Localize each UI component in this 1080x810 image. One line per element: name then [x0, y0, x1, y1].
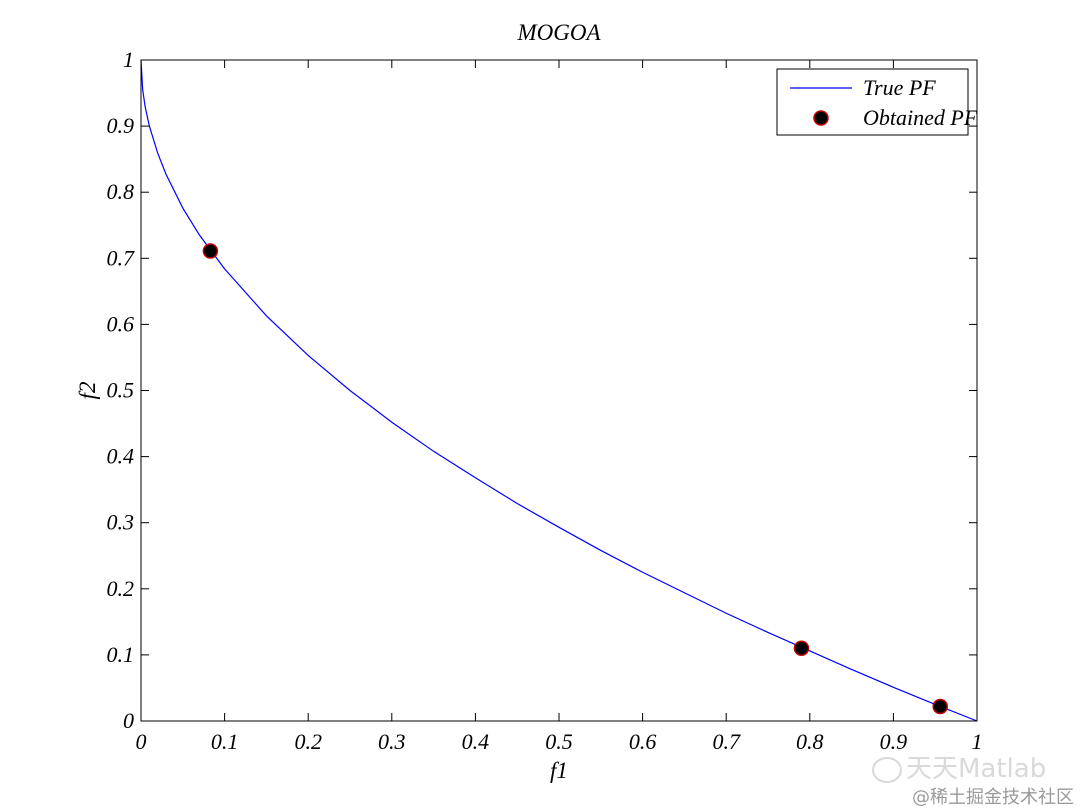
y-tick-label-5: 0.5	[107, 378, 135, 403]
wechat-icon	[872, 756, 902, 783]
y-tick-label-7: 0.7	[107, 245, 136, 270]
y-tick-label-3: 0.3	[107, 510, 135, 535]
y-tick-label-6: 0.6	[107, 311, 135, 336]
legend-true-pf-label: True PF	[863, 75, 936, 100]
true-pf-line	[140, 59, 978, 722]
x-tick-label-8: 0.8	[796, 729, 824, 754]
x-tick-label-2: 0.2	[294, 729, 322, 754]
legend-box	[776, 68, 969, 136]
x-tick-label-5: 0.5	[545, 729, 573, 754]
obtained-pf-point-0	[202, 243, 219, 259]
y-tick-label-2: 0.2	[107, 576, 135, 601]
x-tick-label-9: 0.9	[880, 729, 908, 754]
obtained-pf-point-1	[793, 640, 810, 657]
y-tick-label-9: 0.9	[107, 113, 135, 138]
legend: True PF Obtained PF	[776, 68, 978, 136]
x-tick-label-1: 0.1	[211, 729, 239, 754]
x-tick-label-4: 0.4	[462, 729, 490, 754]
plot-frame	[140, 59, 978, 722]
y-axis-label: f2	[75, 382, 100, 400]
legend-obtained-pf-swatch	[813, 110, 829, 126]
x-tick-label-0: 0	[136, 729, 147, 754]
y-tick-label-1: 0.1	[107, 642, 135, 667]
x-tick-label-10: 1	[972, 729, 983, 754]
x-tick-label-3: 0.3	[378, 729, 406, 754]
x-tick-label-6: 0.6	[629, 729, 657, 754]
watermark-line1: 天天Matlab	[906, 754, 1047, 784]
axis-ticks	[140, 59, 978, 722]
watermark-source: @稀土掘金技术社区	[912, 787, 1074, 808]
legend-obtained-pf-label: Obtained PF	[863, 105, 978, 130]
y-tick-label-4: 0.4	[107, 444, 135, 469]
y-tick-label-0: 0	[123, 708, 134, 733]
x-tick-label-7: 0.7	[712, 729, 741, 754]
axis-tick-labels: 0 0.1 0.2 0.3 0.4 0.5 0.6 0.7 0.8 0.9 1 0 0.1 0.2 0.3 0…	[107, 47, 983, 754]
obtained-pf-points	[202, 243, 948, 715]
obtained-pf-point-2	[932, 698, 948, 715]
x-axis-label: f1	[550, 758, 568, 783]
watermark-logo: 天天Matlab	[872, 748, 1046, 785]
y-tick-label-10: 1	[123, 47, 134, 72]
chart-title: MOGOA	[516, 20, 601, 45]
y-tick-label-8: 0.8	[107, 179, 135, 204]
